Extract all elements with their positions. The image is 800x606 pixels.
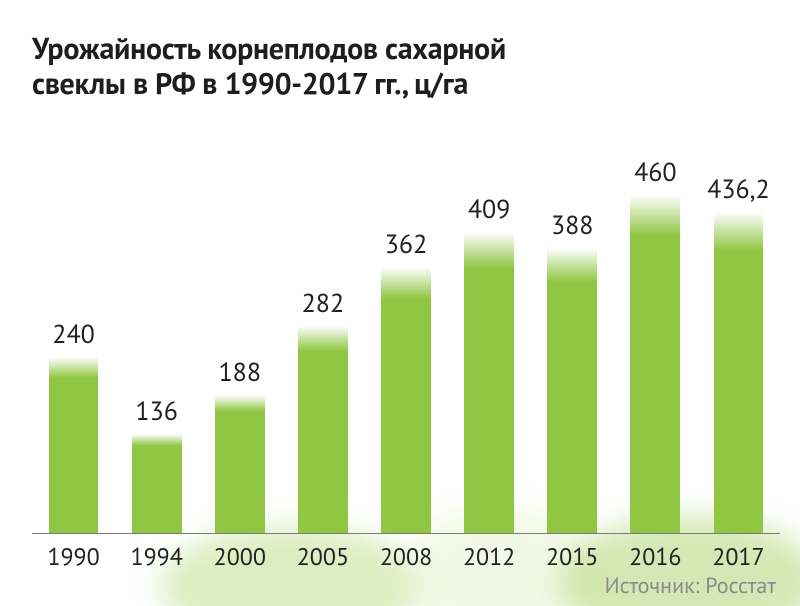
source-label: Источник: Росстат [605,572,776,600]
x-axis-label: 2017 [697,541,780,572]
bar-value-label: 362 [385,228,428,261]
x-axis-label: 2000 [198,541,281,572]
bar [714,212,764,534]
bar-slot: 436,2 [697,110,780,534]
bar [381,267,431,534]
x-axis-label: 2008 [364,541,447,572]
chart-title: Урожайность корнеплодов сахарной свеклы … [32,32,768,101]
bar-slot: 240 [32,110,115,534]
x-axis-label: 2012 [448,541,531,572]
bar-slot: 136 [115,110,198,534]
x-axis-labels: 199019942000200520082012201520162017 [32,541,780,572]
bar-value-label: 188 [219,356,262,389]
bar-slot: 188 [198,110,281,534]
x-axis-label: 1994 [115,541,198,572]
bar-value-label: 388 [551,209,594,242]
bar-value-label: 436,2 [707,173,770,206]
x-axis-line [32,533,780,534]
bar-slot: 460 [614,110,697,534]
bar [49,357,99,534]
bar-value-label: 409 [468,193,511,226]
bar-value-label: 460 [634,156,677,189]
bar [630,195,680,534]
bar-value-label: 240 [52,318,95,351]
bar [547,248,597,534]
bar [215,395,265,534]
bar-slot: 362 [364,110,447,534]
bar [298,326,348,534]
bar [464,232,514,534]
plot-area: 240 136 188 282 362 409 388 460 436,2 [32,110,780,534]
x-axis-label: 2005 [281,541,364,572]
bar-slot: 388 [531,110,614,534]
bar-value-label: 282 [302,287,345,320]
chart-canvas: { "chart": { "type": "bar", "title": "Ур… [0,0,800,606]
bar-value-label: 136 [135,395,178,428]
bar-slot: 409 [448,110,531,534]
x-axis-label: 2016 [614,541,697,572]
bar [132,434,182,534]
bars-container: 240 136 188 282 362 409 388 460 436,2 [32,110,780,534]
x-axis-label: 2015 [531,541,614,572]
x-axis-label: 1990 [32,541,115,572]
bar-slot: 282 [281,110,364,534]
